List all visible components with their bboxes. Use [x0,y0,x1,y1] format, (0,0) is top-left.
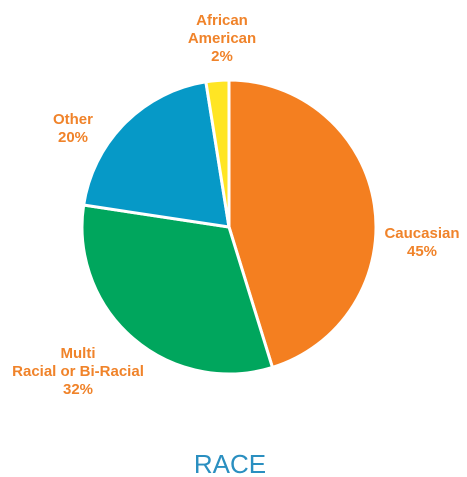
slice-label-line: 32% [63,381,93,398]
slice-label-african: African American 2% [188,12,256,65]
chart-title: RACE [194,449,266,477]
pie-slice-african [204,78,231,229]
pie-slice-caucasian [227,78,378,369]
slice-label-multi: Multi Racial or Bi-Racial 32% [12,345,144,398]
slice-label-line: American [188,30,256,47]
slice-label-line: Other [53,111,93,128]
pie-slices [80,78,378,376]
slice-label-other: Other 20% [53,111,93,146]
slice-label-caucasian: Caucasian 45% [384,225,459,260]
slice-label-line: African [196,12,248,29]
slice-label-line: Multi [61,345,96,362]
slice-label-line: 2% [211,48,233,65]
slice-label-line: Caucasian [384,225,459,242]
pie-slice-other [82,80,231,229]
slice-label-line: Racial or Bi-Racial [12,363,144,380]
pie-labels: Caucasian 45% Multi Racial or Bi-Racial 32% O… [12,12,459,398]
pie-slice-multi [80,203,274,376]
slice-label-line: 45% [407,243,437,260]
slice-label-line: 20% [58,129,88,146]
